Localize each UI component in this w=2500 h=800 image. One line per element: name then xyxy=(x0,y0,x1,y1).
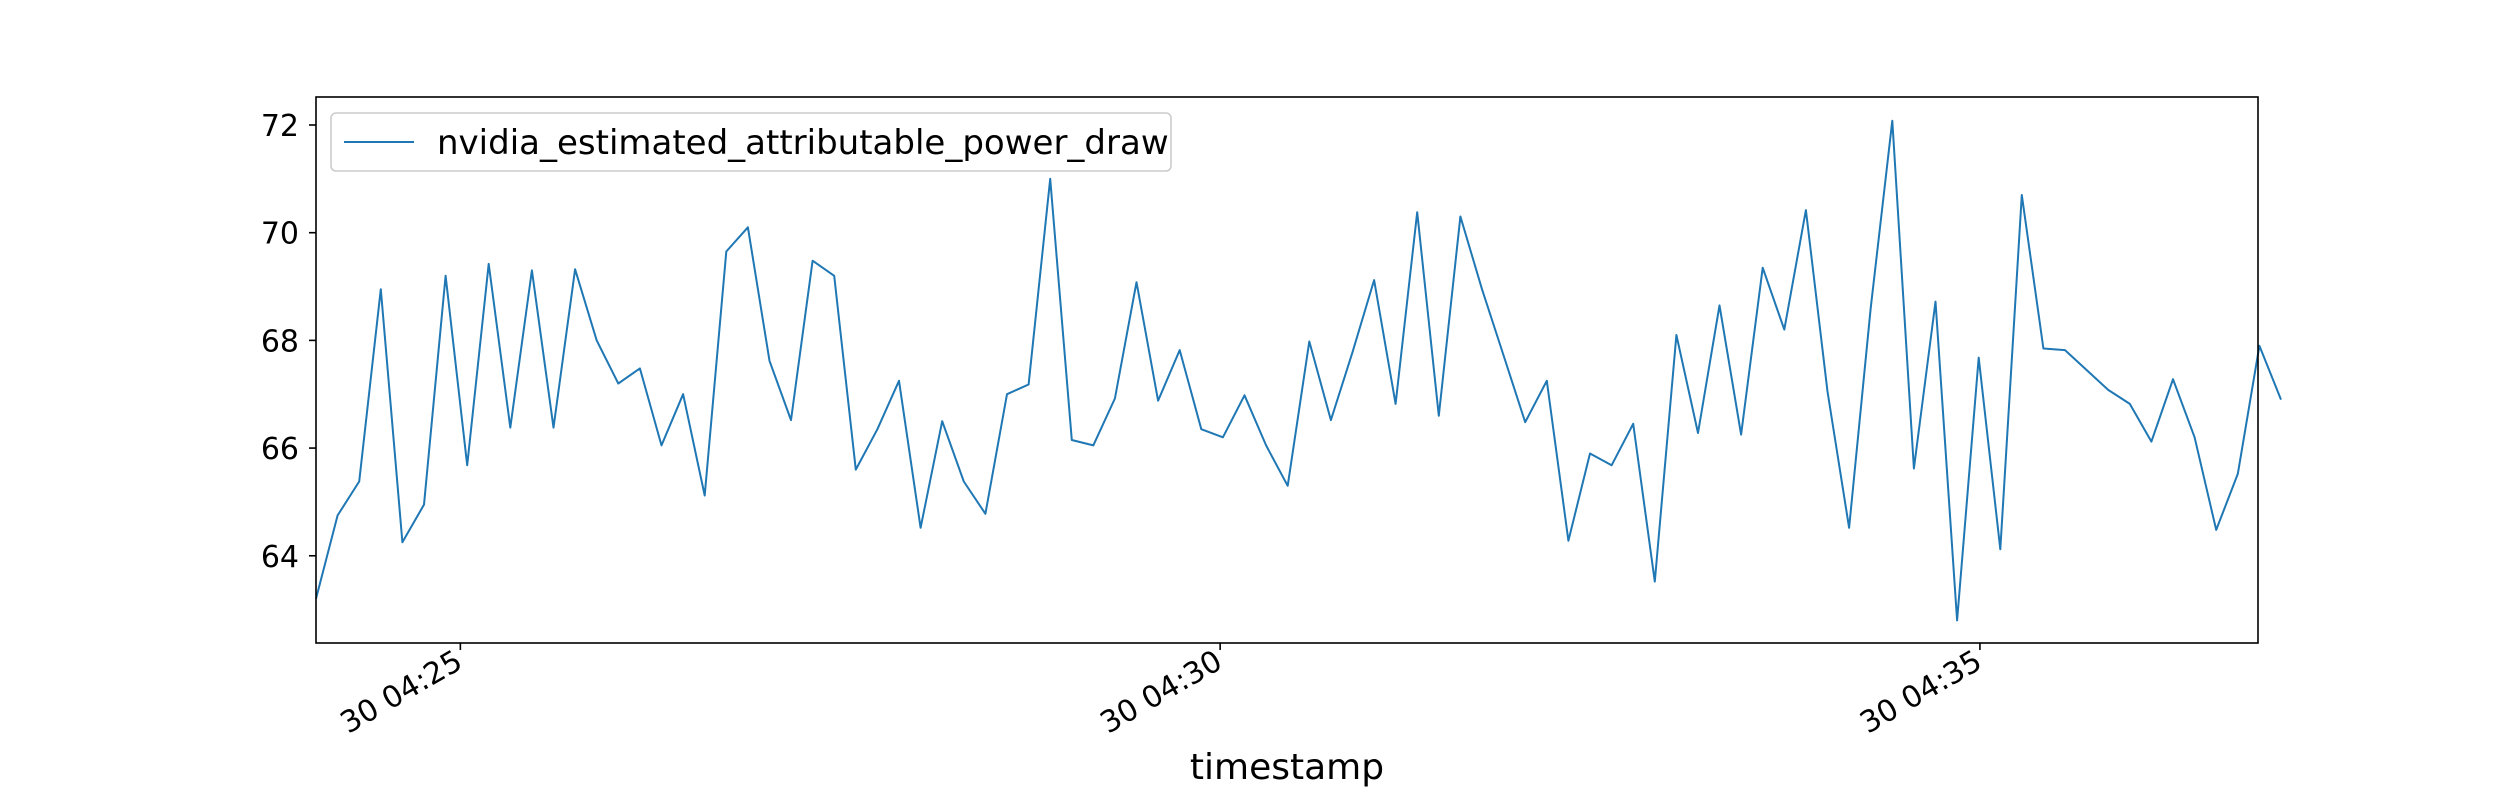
y-tick-label: 72 xyxy=(261,109,299,144)
x-tick-label: 30 04:25 xyxy=(335,644,469,741)
plot-frame xyxy=(315,96,2259,644)
legend-label: nvidia_estimated_attributable_power_draw xyxy=(437,123,1169,163)
x-axis-title: timestamp xyxy=(1190,747,1384,788)
x-tick-label: 30 04:30 xyxy=(1094,644,1228,741)
y-tick-label: 64 xyxy=(261,540,299,575)
y-tick-label: 68 xyxy=(261,324,299,359)
series-lines xyxy=(315,119,2282,622)
legend: nvidia_estimated_attributable_power_draw xyxy=(330,112,1172,172)
axis-ticks: 64 66 68 70 72 30 04:25 30 04:30 30 04:35 xyxy=(261,109,1988,741)
y-tick-label: 70 xyxy=(261,217,299,252)
x-tick-label: 30 04:35 xyxy=(1854,644,1988,741)
legend-box xyxy=(330,112,1172,172)
series-line-0 xyxy=(315,119,2282,622)
y-tick-label: 66 xyxy=(261,432,299,467)
